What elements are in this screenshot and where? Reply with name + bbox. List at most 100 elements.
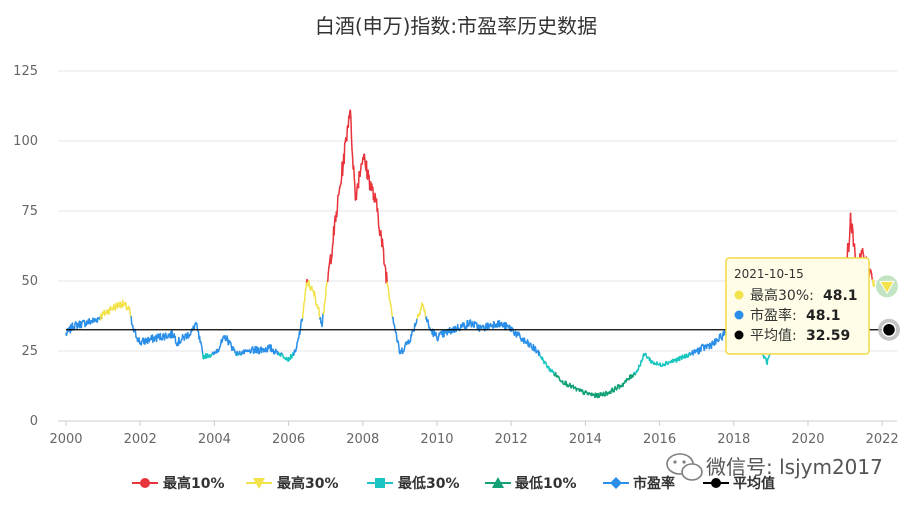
series-segment (870, 273, 873, 280)
series-segment (321, 321, 324, 328)
series-segment (302, 301, 305, 308)
y-tick-label: 50 (21, 274, 38, 289)
x-tick-label: 2004 (198, 432, 231, 447)
series-segment (338, 188, 341, 195)
series-segment (385, 271, 388, 283)
legend-label-low10: 最低10% (515, 475, 577, 492)
series-segment (299, 328, 302, 335)
y-tick-label: 125 (13, 64, 38, 79)
series-segment (381, 238, 384, 247)
series-segment (73, 323, 76, 330)
y-tick-label: 0 (30, 414, 38, 429)
x-tick-label: 2016 (643, 432, 676, 447)
x-tick-label: 2008 (346, 432, 379, 447)
series-segment (125, 302, 128, 310)
series-segment (364, 159, 367, 167)
y-tick-label: 25 (21, 344, 38, 359)
series-segment (333, 218, 336, 236)
series-segment (295, 342, 298, 349)
pe-marker-triangle (879, 280, 895, 295)
series-segment (304, 288, 307, 296)
legend-label-top10: 最高10% (163, 475, 225, 492)
x-tick-label: 2010 (420, 432, 453, 447)
legend-item-low10[interactable]: 最低10% (485, 475, 577, 492)
legend-triangle-down-icon (253, 478, 265, 489)
series-segment (324, 286, 327, 295)
series-segment (392, 316, 395, 324)
x-tick-label: 2014 (569, 432, 602, 447)
series-segment (380, 229, 383, 237)
series-segment (365, 160, 368, 179)
series-segment (321, 312, 324, 323)
legend-item-pe[interactable]: 市盈率 (603, 475, 675, 492)
series-segment (346, 126, 349, 142)
tooltip-label-top30: 最高30%: (750, 287, 814, 304)
average-marker[interactable] (878, 318, 900, 341)
legend-item-top30[interactable]: 最高30% (246, 475, 339, 492)
tooltip-dot-avg (734, 330, 744, 340)
series-segment (328, 258, 331, 265)
series-segment (766, 357, 769, 366)
series-segment (398, 345, 401, 354)
series-segment (130, 316, 133, 325)
x-tick-label: 2020 (791, 432, 824, 447)
series-segment (257, 347, 260, 355)
y-tick-label: 100 (13, 134, 38, 149)
x-tick-label: 2012 (495, 432, 528, 447)
series-segment (388, 291, 391, 298)
series-segment (79, 320, 82, 328)
series-segment (849, 212, 852, 229)
series-segment (174, 335, 177, 344)
series-segment (362, 154, 365, 161)
x-tick-label: 2006 (272, 432, 305, 447)
series-segment (377, 215, 380, 228)
pe-current-marker[interactable] (876, 275, 898, 298)
series-segment (341, 163, 344, 176)
chart-title: 白酒(申万)指数:市盈率历史数据 (315, 14, 597, 38)
series-segment (343, 142, 346, 165)
series-segment (303, 294, 306, 302)
tooltip-label-pe: 市盈率: (750, 307, 797, 324)
tooltip-value-top30: 48.1 (823, 288, 858, 304)
legend-label-pe: 市盈率 (633, 475, 675, 492)
series-segment (305, 281, 308, 289)
x-tick-label: 2018 (717, 432, 750, 447)
legend-item-avg[interactable]: 平均值 (703, 475, 775, 492)
series-segment (351, 148, 354, 158)
series-segment (443, 330, 446, 338)
series-segment (395, 331, 398, 339)
series-segment (340, 176, 343, 184)
x-axis-ticks: 2000 2002 2004 2006 2008 2010 2012 2014 2016 2018… (49, 421, 899, 447)
series-segment (873, 280, 876, 288)
legend-circle-icon (711, 478, 721, 488)
series-segment (853, 243, 856, 256)
series-segment (846, 242, 849, 259)
series-segment (349, 109, 352, 119)
series-segment (318, 306, 321, 316)
series-segment (848, 234, 851, 246)
tooltip-value-avg: 32.59 (806, 328, 850, 344)
series-segment (851, 223, 854, 232)
series-segment (161, 333, 164, 341)
legend: 最高10% 最高30% 最低30% 最低10% 市盈率 平均值 (132, 475, 775, 492)
series-segment (324, 293, 327, 303)
series-segment (463, 322, 466, 329)
series-segment (331, 244, 334, 257)
tooltip-box (725, 257, 870, 355)
series-segment (314, 298, 317, 306)
legend-label-avg: 平均值 (733, 475, 775, 492)
series-segment (336, 209, 339, 218)
series-segment (196, 323, 199, 331)
watermark-text: 微信号: lsjym2017 (706, 455, 883, 479)
series-segment (350, 116, 353, 139)
series-segment (700, 345, 703, 352)
series-segment (355, 187, 358, 201)
legend-item-low30[interactable]: 最低30% (367, 475, 460, 492)
series-segment (313, 291, 316, 298)
series-segment (299, 321, 302, 331)
series-segment (301, 312, 304, 319)
tooltip-date: 2021-10-15 (734, 267, 804, 281)
legend-item-top10[interactable]: 最高10% (132, 475, 225, 492)
grid (58, 70, 897, 422)
